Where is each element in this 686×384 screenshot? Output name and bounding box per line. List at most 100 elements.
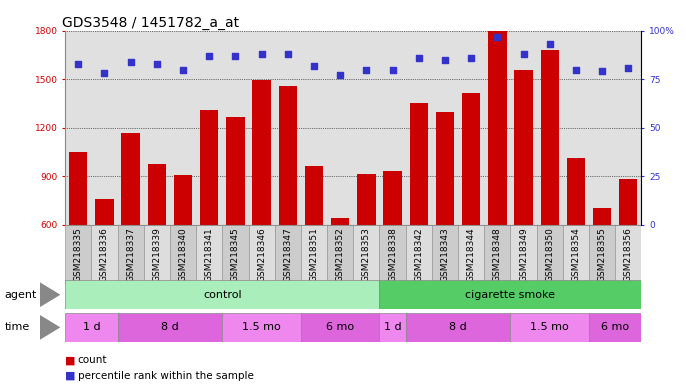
Bar <box>353 225 379 284</box>
Bar <box>117 225 144 284</box>
Bar <box>615 225 641 284</box>
Bar <box>174 175 192 225</box>
Point <box>256 51 267 57</box>
Text: GSM218338: GSM218338 <box>388 228 397 283</box>
Point <box>597 68 608 74</box>
Text: percentile rank within the sample: percentile rank within the sample <box>78 371 253 381</box>
Point <box>413 55 424 61</box>
Bar <box>541 50 559 225</box>
Bar <box>196 225 222 284</box>
Point <box>571 66 582 73</box>
Text: GSM218353: GSM218353 <box>362 228 371 283</box>
Bar <box>484 225 510 284</box>
Point <box>125 59 136 65</box>
Text: GSM218348: GSM218348 <box>493 228 502 282</box>
Bar <box>567 158 585 225</box>
Bar <box>200 110 218 225</box>
Bar <box>383 170 402 225</box>
Bar <box>274 225 301 284</box>
Text: time: time <box>5 322 30 333</box>
Point <box>335 72 346 78</box>
Bar <box>593 209 611 225</box>
Bar <box>226 117 245 225</box>
Text: count: count <box>78 355 107 365</box>
Point <box>387 66 398 73</box>
Bar <box>410 103 428 225</box>
Text: 8 d: 8 d <box>449 322 467 333</box>
Bar <box>121 132 140 225</box>
Bar <box>589 313 641 342</box>
Bar <box>589 225 615 284</box>
Text: 1.5 mo: 1.5 mo <box>530 322 569 333</box>
Bar <box>563 225 589 284</box>
Text: GSM218346: GSM218346 <box>257 228 266 282</box>
Point <box>544 41 555 47</box>
Text: GSM218354: GSM218354 <box>571 228 580 282</box>
Bar <box>252 80 271 225</box>
Text: GSM218337: GSM218337 <box>126 228 135 283</box>
Bar <box>536 225 563 284</box>
Bar <box>69 152 87 225</box>
Bar <box>405 313 510 342</box>
Bar <box>510 313 589 342</box>
Bar <box>619 179 637 225</box>
Text: GSM218340: GSM218340 <box>178 228 187 282</box>
Bar <box>305 167 323 225</box>
Text: 6 mo: 6 mo <box>601 322 629 333</box>
Bar <box>65 313 117 342</box>
Text: GSM218336: GSM218336 <box>100 228 109 283</box>
Text: GSM218347: GSM218347 <box>283 228 292 282</box>
Point <box>361 66 372 73</box>
Polygon shape <box>40 282 60 307</box>
Bar <box>147 164 166 225</box>
Bar <box>222 313 301 342</box>
Text: GSM218335: GSM218335 <box>74 228 83 283</box>
Point <box>309 63 320 69</box>
Bar <box>301 313 379 342</box>
Bar <box>331 218 349 225</box>
Text: 6 mo: 6 mo <box>326 322 354 333</box>
Point <box>518 51 529 57</box>
Text: GDS3548 / 1451782_a_at: GDS3548 / 1451782_a_at <box>62 16 239 30</box>
Point <box>178 66 189 73</box>
Point <box>152 61 163 67</box>
Bar <box>117 313 222 342</box>
Bar <box>357 174 375 225</box>
Point <box>283 51 294 57</box>
Point <box>623 65 634 71</box>
Bar <box>379 280 641 309</box>
Text: GSM218351: GSM218351 <box>309 228 318 283</box>
Bar <box>144 225 170 284</box>
Point <box>492 33 503 40</box>
Bar <box>95 199 114 225</box>
Bar <box>432 225 458 284</box>
Text: GSM218345: GSM218345 <box>231 228 240 282</box>
Bar <box>279 86 297 225</box>
Text: GSM218344: GSM218344 <box>466 228 475 282</box>
Text: GSM218343: GSM218343 <box>440 228 449 282</box>
Bar <box>458 225 484 284</box>
Text: 1 d: 1 d <box>383 322 401 333</box>
Point <box>466 55 477 61</box>
Point <box>73 61 84 67</box>
Text: GSM218356: GSM218356 <box>624 228 632 283</box>
Point <box>99 70 110 76</box>
Bar <box>170 225 196 284</box>
Bar <box>379 225 405 284</box>
Bar <box>379 313 405 342</box>
Bar <box>222 225 248 284</box>
Text: agent: agent <box>5 290 37 300</box>
Bar <box>462 93 480 225</box>
Text: GSM218355: GSM218355 <box>598 228 606 283</box>
Text: GSM218349: GSM218349 <box>519 228 528 282</box>
Bar <box>65 225 91 284</box>
Point <box>230 53 241 59</box>
Text: GSM218350: GSM218350 <box>545 228 554 283</box>
Text: GSM218342: GSM218342 <box>414 228 423 282</box>
Text: cigarette smoke: cigarette smoke <box>465 290 556 300</box>
Bar <box>91 225 117 284</box>
Bar <box>65 280 379 309</box>
Bar <box>488 31 506 225</box>
Point <box>204 53 215 59</box>
Polygon shape <box>40 315 60 340</box>
